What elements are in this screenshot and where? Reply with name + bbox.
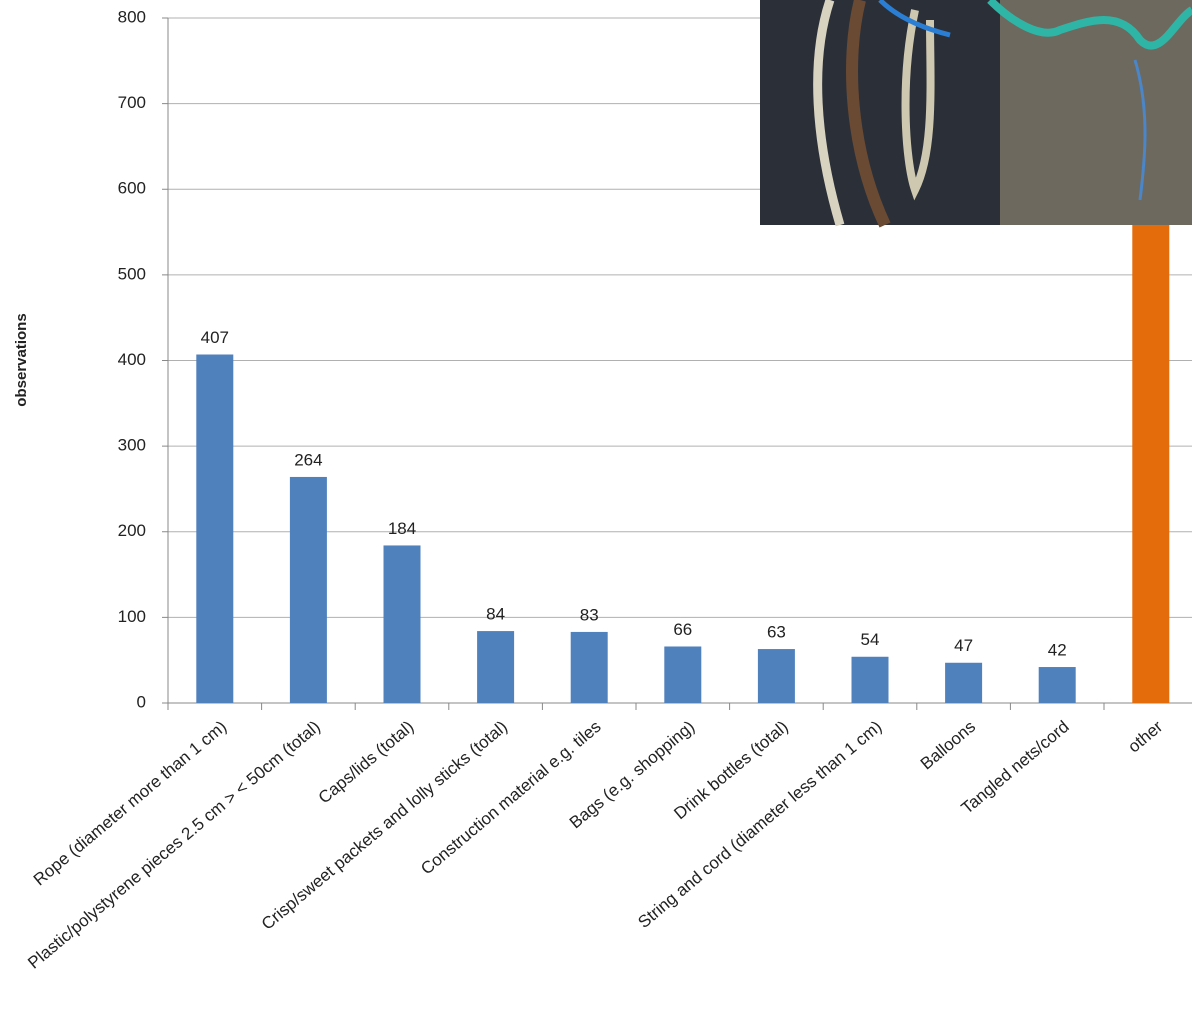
value-label: 264	[294, 450, 322, 469]
value-label: 54	[861, 630, 880, 649]
x-tick-label: Construction material e.g. tiles	[417, 717, 604, 879]
y-tick-label: 200	[118, 521, 146, 540]
y-tick-label: 500	[118, 264, 146, 283]
bar	[851, 656, 889, 703]
rope	[813, 0, 845, 227]
value-label: 407	[201, 328, 229, 347]
bar	[383, 545, 421, 703]
rope	[846, 0, 891, 228]
bar	[289, 476, 327, 703]
y-tick-label: 800	[118, 7, 146, 26]
value-label: 42	[1048, 641, 1067, 660]
x-tick-label: other	[1124, 717, 1166, 757]
value-label: 63	[767, 623, 786, 642]
value-label: 84	[486, 605, 505, 624]
bar	[757, 649, 795, 703]
y-tick-label: 100	[118, 607, 146, 626]
value-label: 184	[388, 519, 416, 538]
y-tick-label: 700	[118, 93, 146, 112]
x-tick-label: Caps/lids (total)	[315, 717, 418, 807]
x-tick-label: Rope (diameter more than 1 cm)	[30, 717, 230, 889]
value-label: 83	[580, 605, 599, 624]
y-tick-label: 300	[118, 436, 146, 455]
bar	[1038, 667, 1076, 703]
bar	[664, 646, 702, 703]
cord	[1133, 59, 1147, 201]
y-axis-title: observations	[13, 313, 30, 406]
cord	[878, 0, 951, 38]
y-tick-label: 600	[118, 179, 146, 198]
photo	[760, 0, 1192, 228]
photo-sand	[1000, 0, 1192, 225]
bar	[477, 631, 515, 703]
bar	[196, 354, 234, 703]
net	[987, 0, 1192, 50]
value-label: 47	[954, 636, 973, 655]
y-tick-label: 400	[118, 350, 146, 369]
rope	[901, 9, 935, 201]
bar	[570, 631, 608, 703]
value-label: 66	[673, 620, 692, 639]
bar	[945, 662, 983, 703]
y-tick-label: 0	[137, 692, 146, 711]
x-tick-label: Balloons	[917, 717, 979, 773]
